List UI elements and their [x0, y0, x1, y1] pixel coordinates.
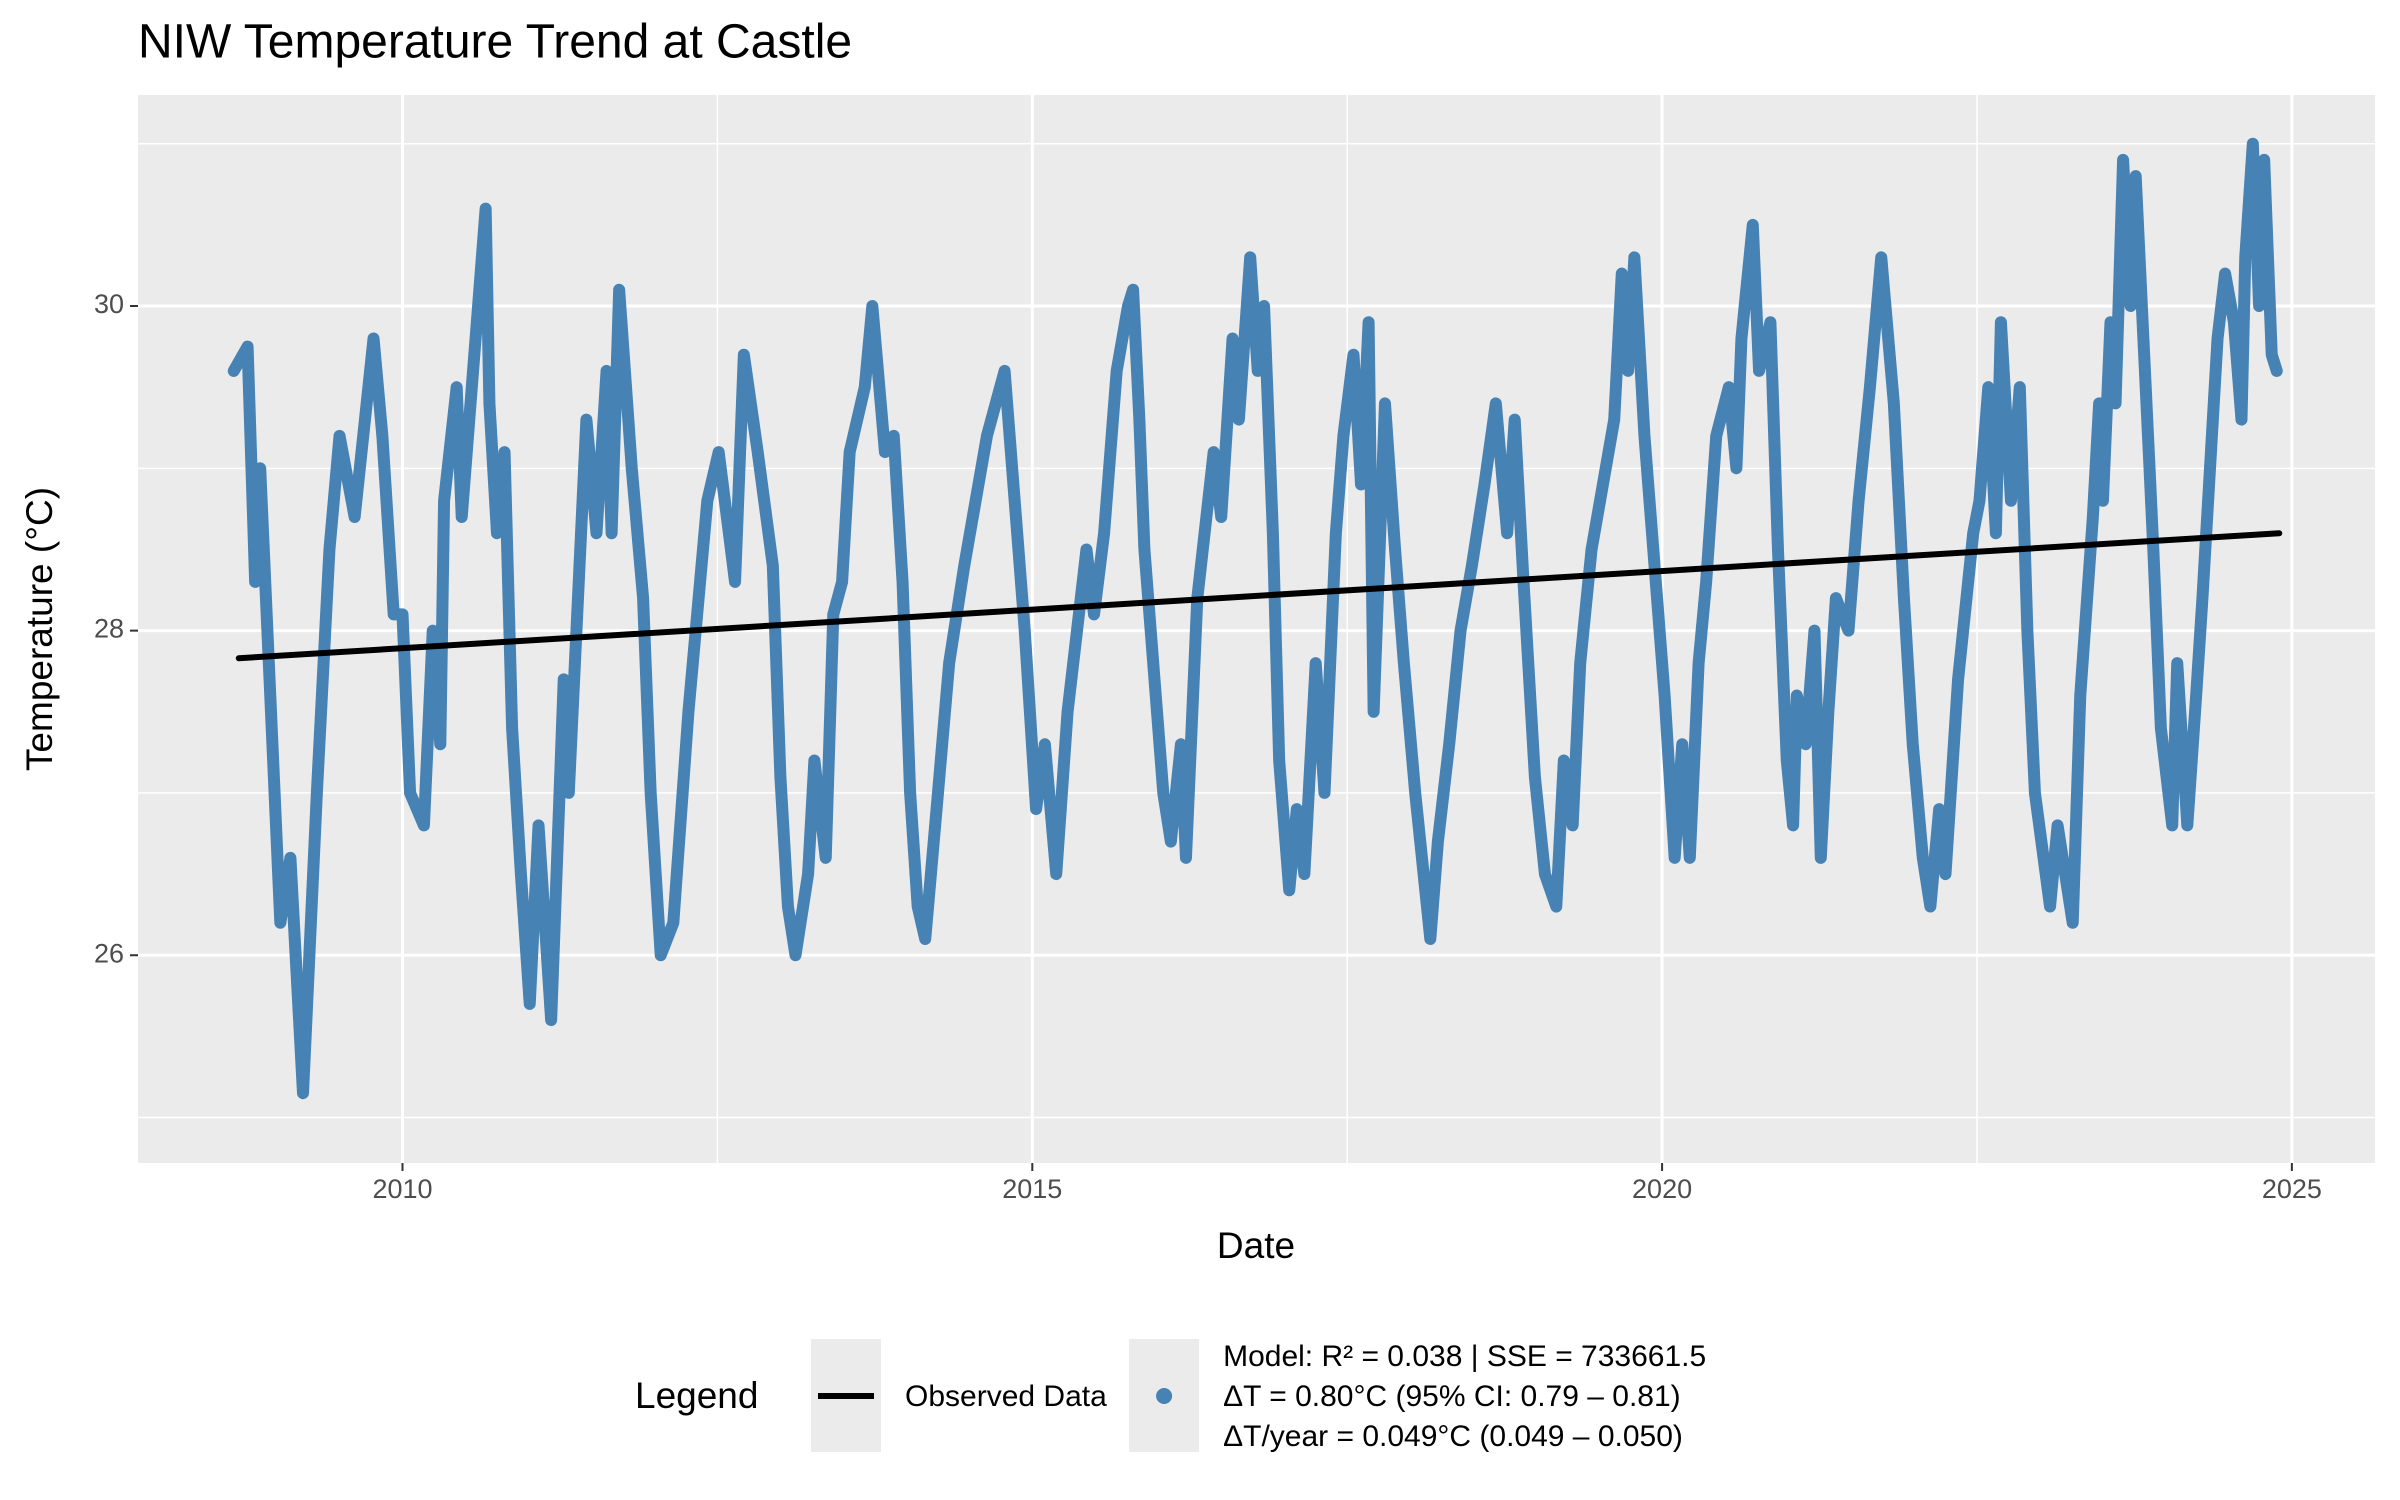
legend-key	[1156, 1388, 1173, 1404]
legend-title: Legend	[635, 1375, 758, 1416]
x-tick-label: 2015	[1002, 1174, 1062, 1204]
marks	[227, 137, 2283, 1100]
y-tick-label: 30	[94, 289, 124, 319]
y-tick-label: 26	[94, 938, 124, 968]
x-axis-title: Date	[1217, 1225, 1295, 1266]
panel	[138, 95, 2375, 1163]
legend: Legend Observed Data Model: R² = 0.038 | …	[635, 1339, 1706, 1453]
axes: 2010 2015 2020 2025 26 28 30	[94, 289, 2322, 1204]
data-line	[227, 137, 2283, 1100]
chart-title: NIW Temperature Trend at Castle	[138, 16, 852, 69]
y-tick-label: 28	[94, 614, 124, 644]
legend-label: Observed Data	[905, 1380, 1107, 1413]
x-tick-label: 2020	[1632, 1174, 1692, 1204]
x-tick-label: 2010	[372, 1174, 432, 1204]
x-tick-label: 2025	[2262, 1174, 2322, 1204]
legend-label: Model: R² = 0.038 | SSE = 733661.5 ΔT = 0…	[1223, 1340, 1706, 1453]
y-axis-title: Temperature (°C)	[19, 487, 60, 771]
trend-line	[235, 530, 2283, 662]
